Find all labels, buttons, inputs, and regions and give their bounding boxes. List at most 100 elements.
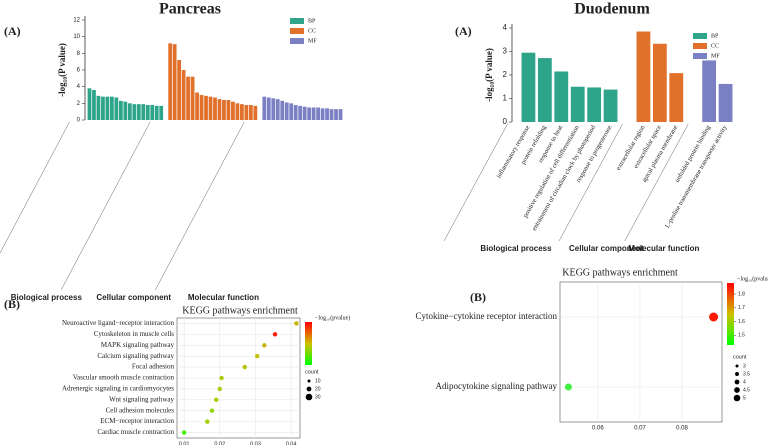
x-tick-label: 0.06 bbox=[592, 426, 604, 432]
bar bbox=[217, 99, 222, 120]
bar bbox=[253, 105, 258, 120]
bar bbox=[248, 105, 253, 120]
bar bbox=[554, 71, 569, 122]
bar bbox=[226, 100, 231, 120]
y-tick-label: Calcium signaling pathway bbox=[97, 352, 174, 360]
x-tick-label: 0.04 bbox=[286, 441, 297, 445]
size-legend-label: 10 bbox=[315, 378, 321, 384]
group-bracket bbox=[0, 121, 70, 254]
y-tick-label: ECM−receptor interaction bbox=[100, 417, 174, 425]
group-label: Molecular function bbox=[628, 244, 699, 253]
y-tick-label: 6 bbox=[77, 68, 81, 74]
x-tick-label: 0.02 bbox=[214, 441, 225, 445]
size-legend-label: 4 bbox=[743, 379, 746, 385]
y-tick-label: 2 bbox=[77, 101, 81, 107]
dot bbox=[255, 353, 260, 359]
group-label: Cellular component bbox=[569, 244, 644, 253]
group-label: Cellular component bbox=[96, 293, 171, 302]
y-tick-label: 12 bbox=[73, 18, 80, 24]
legend-swatch bbox=[290, 28, 304, 34]
y-tick-label: 3 bbox=[503, 47, 508, 56]
bar bbox=[154, 105, 159, 120]
size-legend-title: count bbox=[305, 369, 319, 375]
colorbar-tick-label: 1.8 bbox=[738, 291, 745, 297]
bar bbox=[213, 97, 217, 120]
size-legend-dot bbox=[305, 393, 313, 401]
colorbar-tick-label: 1.7 bbox=[738, 305, 745, 311]
colorbar bbox=[305, 322, 312, 365]
legend-label: MF bbox=[711, 53, 720, 59]
dot bbox=[209, 408, 215, 413]
group-label: Biological process bbox=[480, 244, 552, 253]
bar bbox=[302, 106, 307, 120]
chart-title: KEGG pathways enrichment bbox=[182, 305, 298, 316]
group-bracket bbox=[60, 121, 151, 291]
y-tick-label: Adrenergic signaling in cardiomyocytes bbox=[62, 385, 174, 393]
x-tick-label: 0.07 bbox=[634, 426, 646, 432]
bar bbox=[96, 95, 101, 120]
size-legend-dot bbox=[733, 394, 741, 402]
size-legend-label: 3 bbox=[743, 363, 746, 369]
bar bbox=[262, 96, 267, 120]
size-legend-label: 20 bbox=[315, 386, 321, 392]
dot bbox=[272, 332, 278, 337]
colorbar-tick-label: 1.5 bbox=[738, 333, 745, 339]
bar bbox=[289, 103, 294, 120]
bar bbox=[702, 60, 717, 122]
size-legend-dot bbox=[735, 364, 739, 368]
dot bbox=[181, 430, 187, 435]
bar bbox=[199, 95, 204, 120]
size-legend-label: 3.5 bbox=[743, 371, 750, 377]
bar bbox=[307, 107, 312, 120]
bar bbox=[208, 96, 213, 120]
bar bbox=[316, 107, 320, 120]
y-tick-label: 4 bbox=[503, 23, 508, 32]
bar bbox=[186, 76, 190, 120]
bar bbox=[204, 95, 208, 120]
bar bbox=[141, 104, 146, 120]
y-tick-label: 10 bbox=[73, 34, 80, 40]
y-tick-label: Neuroactive ligand−receptor interaction bbox=[62, 319, 175, 327]
colorbar-label: −log₁₀(pvalue) bbox=[737, 275, 768, 282]
legend-label: BP bbox=[308, 18, 316, 24]
bar bbox=[222, 100, 226, 120]
y-tick-label: Adipocytokine signaling pathway bbox=[436, 381, 558, 391]
y-tick-label: MAPK signaling pathway bbox=[101, 341, 175, 349]
bar bbox=[244, 105, 249, 120]
bar bbox=[311, 107, 316, 120]
y-tick-label: 1 bbox=[503, 94, 508, 103]
dot bbox=[709, 312, 719, 322]
bar bbox=[145, 105, 150, 120]
bar bbox=[298, 105, 303, 120]
bar bbox=[271, 98, 276, 120]
y-tick-label: 2 bbox=[503, 70, 508, 79]
chart-title: Pancreas bbox=[159, 1, 221, 18]
dot bbox=[564, 383, 572, 391]
size-legend-label: 4.5 bbox=[743, 387, 750, 393]
dot bbox=[294, 321, 299, 326]
legend-swatch bbox=[290, 18, 304, 24]
bar bbox=[127, 103, 132, 120]
legend-swatch bbox=[693, 33, 707, 39]
bar bbox=[101, 96, 105, 120]
bar bbox=[190, 76, 195, 120]
legend-swatch bbox=[693, 53, 707, 59]
bar bbox=[521, 52, 536, 122]
legend-label: MF bbox=[308, 38, 317, 44]
plot-area bbox=[559, 281, 723, 423]
size-legend-dot bbox=[307, 379, 311, 383]
bar bbox=[118, 100, 123, 120]
bar bbox=[231, 101, 235, 120]
group-label: Molecular function bbox=[188, 293, 259, 302]
bar bbox=[235, 103, 240, 120]
legend-label: CC bbox=[308, 28, 316, 34]
chart-title: Duodenum bbox=[574, 1, 650, 18]
bar bbox=[181, 70, 186, 120]
bar bbox=[177, 60, 182, 120]
bar bbox=[284, 102, 289, 120]
y-axis-label: -log₁₀(P value) bbox=[484, 48, 494, 102]
dot bbox=[214, 397, 219, 403]
colorbar-tick-label: 1.6 bbox=[738, 319, 745, 325]
dot bbox=[217, 386, 222, 392]
